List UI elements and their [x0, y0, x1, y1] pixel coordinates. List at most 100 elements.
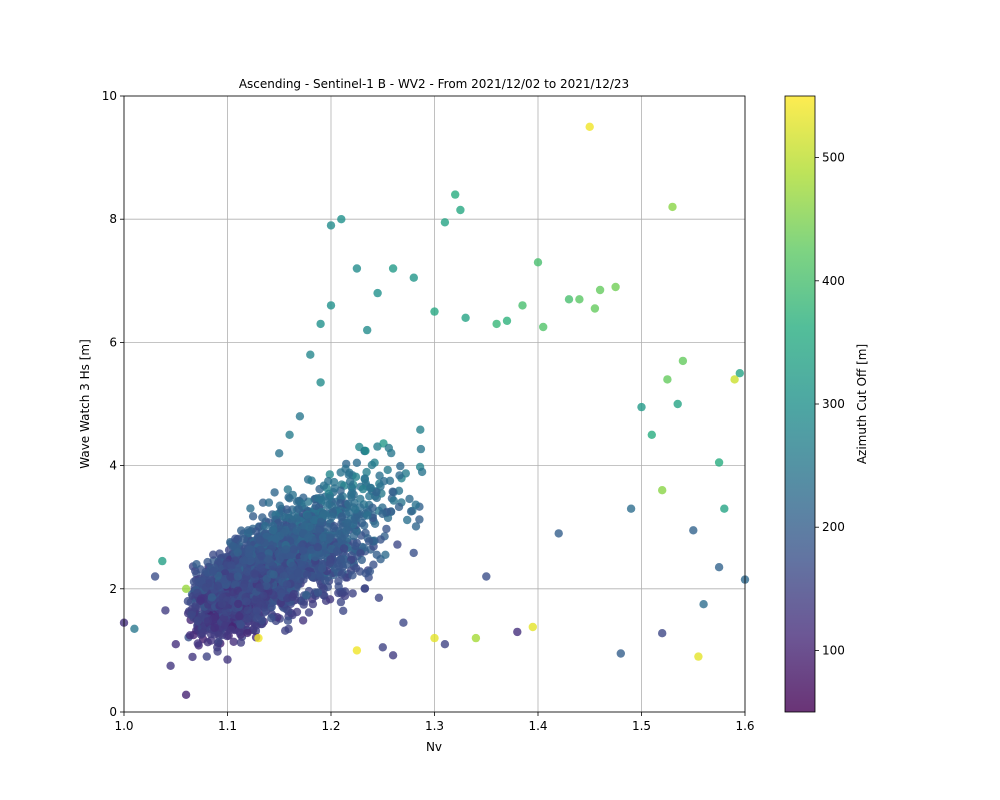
data-point — [344, 470, 353, 479]
data-point — [283, 485, 292, 494]
data-point — [345, 477, 355, 486]
data-point — [383, 465, 392, 475]
data-point — [351, 472, 361, 481]
data-point — [357, 555, 366, 565]
data-point — [456, 205, 465, 215]
data-point — [181, 584, 191, 593]
data-point — [694, 652, 703, 661]
data-point — [361, 569, 370, 578]
data-point — [313, 543, 322, 552]
data-point — [203, 638, 212, 647]
colorbar — [785, 96, 815, 712]
data-point — [406, 507, 416, 516]
data-point — [388, 651, 398, 660]
data-point — [389, 496, 398, 505]
x-axis-ticks: 1.0 1.1 1.2 1.3 1.4 1.5 1.6 — [114, 712, 755, 733]
data-point — [492, 319, 501, 329]
data-point — [313, 588, 323, 597]
data-point — [217, 599, 227, 609]
data-point — [235, 627, 244, 637]
data-point — [285, 430, 294, 439]
data-point — [720, 504, 729, 513]
data-point — [269, 570, 278, 579]
data-point — [378, 509, 387, 518]
data-point — [373, 288, 382, 298]
data-point — [416, 425, 425, 434]
data-point — [336, 597, 346, 607]
data-point — [244, 526, 253, 535]
data-point — [430, 633, 439, 643]
data-point — [319, 509, 329, 519]
data-point — [528, 622, 537, 632]
colorbar-tick-label: 400 — [822, 274, 845, 288]
colorbar-ticks: 100 200 300 400 500 — [815, 151, 845, 657]
x-tick-label: 1.6 — [735, 719, 754, 733]
data-point — [323, 501, 332, 510]
data-point — [611, 282, 620, 292]
data-point — [471, 633, 481, 643]
data-point — [243, 567, 252, 576]
data-point — [275, 565, 285, 574]
data-point — [350, 515, 359, 524]
data-point — [308, 599, 318, 609]
data-point — [202, 652, 211, 661]
data-point — [647, 430, 656, 439]
data-point — [261, 522, 270, 531]
data-point — [191, 602, 200, 611]
data-point — [282, 580, 292, 589]
data-point — [337, 215, 346, 224]
data-point — [130, 624, 139, 633]
data-point — [256, 545, 265, 554]
x-axis-label: Nv — [426, 740, 442, 754]
data-point — [267, 614, 276, 623]
data-point — [416, 444, 426, 454]
data-point — [166, 661, 175, 670]
data-point — [394, 486, 404, 495]
data-point — [376, 535, 385, 544]
data-point — [256, 536, 265, 545]
data-point — [325, 493, 334, 503]
data-point — [352, 264, 362, 273]
data-point — [289, 545, 299, 554]
data-point — [730, 375, 739, 384]
data-point — [209, 550, 218, 559]
data-point — [342, 560, 351, 569]
data-point — [415, 515, 424, 524]
data-point — [349, 531, 358, 541]
colorbar-tick-label: 500 — [822, 151, 845, 165]
data-point — [281, 626, 290, 635]
data-point — [248, 512, 258, 521]
data-point — [367, 460, 377, 470]
data-point — [264, 498, 274, 507]
data-point — [673, 399, 682, 409]
data-point — [226, 572, 235, 582]
data-point — [288, 561, 297, 571]
data-point — [351, 563, 361, 573]
data-point — [316, 319, 325, 329]
data-point — [254, 633, 263, 643]
data-point — [279, 571, 288, 580]
y-axis-ticks: 0 2 4 6 8 10 — [102, 89, 124, 719]
data-point — [306, 350, 315, 359]
data-point — [284, 606, 293, 616]
data-point — [181, 690, 191, 699]
data-point — [385, 476, 395, 485]
data-point — [267, 602, 276, 612]
data-point — [294, 504, 303, 514]
data-point — [289, 512, 298, 521]
data-point — [210, 623, 219, 633]
data-point — [451, 190, 460, 199]
data-point — [326, 221, 336, 230]
data-point — [336, 555, 346, 564]
data-point — [342, 526, 351, 535]
data-point — [236, 620, 245, 629]
data-point — [339, 606, 348, 615]
data-point — [252, 607, 262, 616]
data-point — [533, 258, 543, 267]
data-point — [227, 561, 236, 570]
data-point — [198, 628, 207, 638]
y-tick-label: 4 — [109, 459, 117, 473]
data-point — [213, 643, 222, 652]
y-tick-label: 2 — [109, 582, 117, 596]
data-point — [302, 570, 312, 579]
